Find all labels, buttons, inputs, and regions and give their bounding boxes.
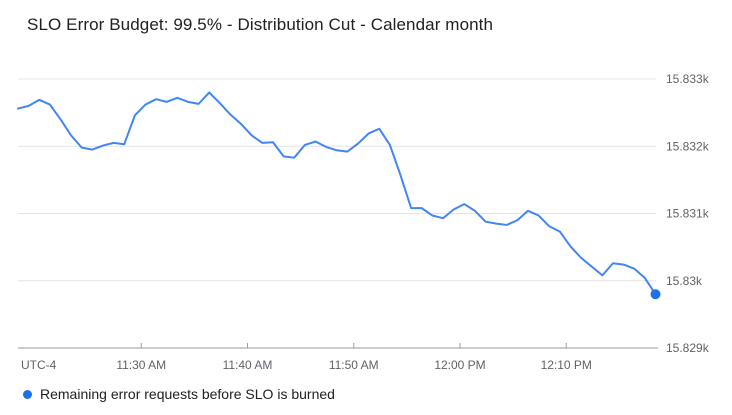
- x-axis-label: 11:30 AM: [116, 358, 166, 372]
- x-axis-label: 11:40 AM: [223, 358, 273, 372]
- legend-series-dot-icon: [23, 389, 32, 399]
- legend: Remaining error requests before SLO is b…: [23, 385, 335, 403]
- y-axis-label: 15.833k: [666, 72, 710, 86]
- y-axis-label: 15.831k: [666, 207, 710, 221]
- chart-title: SLO Error Budget: 99.5% - Distribution C…: [27, 15, 494, 34]
- timezone-label: UTC-4: [21, 358, 57, 372]
- y-axis-label: 15.83k: [666, 274, 703, 288]
- y-axis-label: 15.832k: [666, 139, 710, 153]
- legend-series-label: Remaining error requests before SLO is b…: [40, 386, 335, 402]
- series-end-dot-icon[interactable]: [650, 289, 661, 300]
- x-axis-label: 12:00 PM: [434, 358, 485, 372]
- series-line[interactable]: [17, 91, 657, 296]
- x-axis-label: 11:50 AM: [329, 358, 379, 372]
- y-axis-label: 15.829k: [666, 341, 710, 355]
- legend-item[interactable]: Remaining error requests before SLO is b…: [23, 386, 335, 402]
- x-axis-label: 12:10 PM: [541, 358, 592, 372]
